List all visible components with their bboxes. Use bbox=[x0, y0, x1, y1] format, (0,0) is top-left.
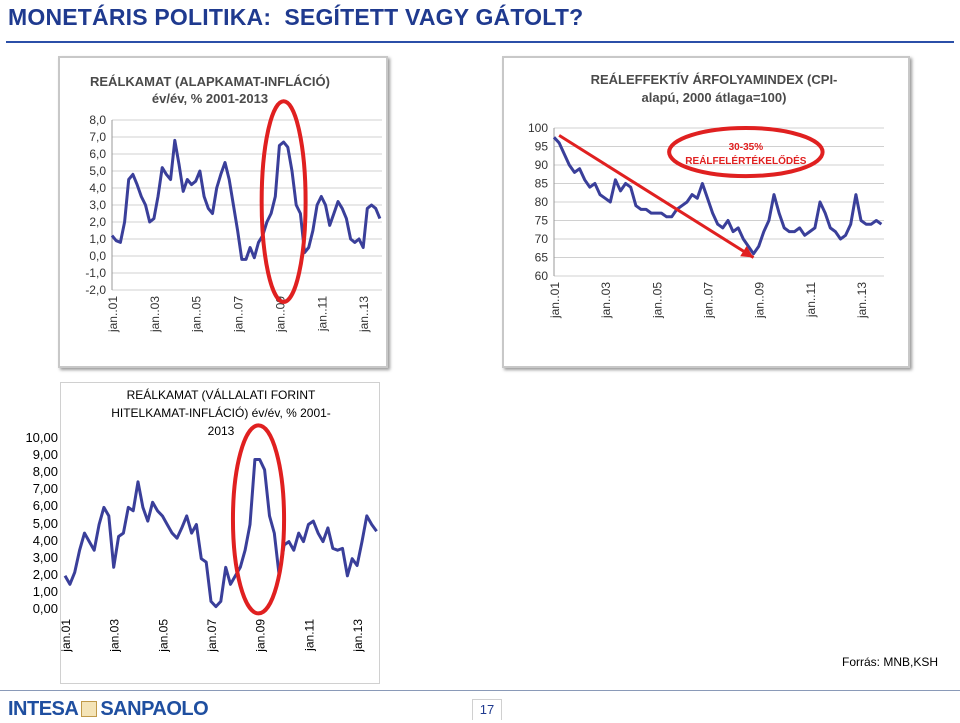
x-tick-label: jan..13 bbox=[855, 282, 869, 319]
y-tick-label: -1,0 bbox=[85, 266, 106, 280]
trend-arrow bbox=[558, 134, 755, 259]
chart-title: REÁLEFFEKTÍV ÁRFOLYAMINDEX (CPI- bbox=[591, 72, 838, 87]
annotation-text: REÁLFELÉRTÉKELŐDÉS bbox=[685, 154, 806, 167]
y-tick-label: 85 bbox=[535, 177, 549, 191]
y-tick-label: 95 bbox=[535, 140, 549, 154]
y-tick-label: 3,00 bbox=[32, 549, 58, 565]
x-tick-label: jan.07 bbox=[205, 619, 219, 653]
page-number: 17 bbox=[472, 699, 502, 720]
series-line bbox=[110, 138, 382, 261]
y-tick-label: 4,00 bbox=[32, 532, 58, 548]
annotation-text: 30-35% bbox=[729, 142, 764, 153]
x-tick-label: jan..03 bbox=[599, 282, 613, 319]
chart-real-interest: REÁLKAMAT (ALAPKAMAT-INFLÁCIÓ) év/év, % 2… bbox=[85, 74, 382, 333]
x-tick-label: jan.09 bbox=[254, 619, 268, 653]
y-tick-label: 7,00 bbox=[32, 481, 58, 497]
logo-text-right: SANPAOLO bbox=[100, 698, 209, 720]
x-tick-label: jan.01 bbox=[61, 619, 73, 653]
y-tick-label: 8,00 bbox=[32, 464, 58, 480]
y-tick-label: 4,0 bbox=[89, 181, 106, 195]
x-tick-label: jan.03 bbox=[108, 619, 122, 653]
x-tick-label: jan.13 bbox=[351, 619, 365, 653]
y-tick-label: 1,00 bbox=[32, 583, 58, 599]
y-tick-label: 7,0 bbox=[89, 130, 106, 144]
bank-logo: INTESA SANPAOLO bbox=[8, 698, 209, 721]
y-tick-label: 2,00 bbox=[32, 566, 58, 582]
logo-mark-icon bbox=[81, 701, 98, 717]
x-tick-label: jan..07 bbox=[701, 282, 715, 319]
page-title: MONETÁRIS POLITIKA: SEGÍTETT VAGY GÁTOLT… bbox=[8, 4, 584, 30]
chart-subtitle: alapú, 2000 átlaga=100) bbox=[642, 90, 787, 105]
y-tick-label: -2,0 bbox=[85, 283, 106, 297]
chart-title-line: REÁLKAMAT (VÁLLALATI FORINT bbox=[127, 387, 316, 402]
x-tick-label: jan..09 bbox=[753, 282, 767, 319]
y-tick-label: 70 bbox=[535, 232, 549, 246]
title-divider bbox=[6, 41, 954, 43]
chart-panel-reer: REÁLEFFEKTÍV ÁRFOLYAMINDEX (CPI-alapú, 2… bbox=[502, 56, 910, 368]
y-tick-label: 5,00 bbox=[32, 515, 58, 531]
y-tick-label: 10,00 bbox=[25, 430, 58, 445]
chart-title: REÁLKAMAT (VÁLLALATI FORINT HITELKAMAT-IN… bbox=[111, 387, 331, 438]
x-tick-label: jan..11 bbox=[804, 282, 818, 318]
x-tick-label: jan..01 bbox=[548, 282, 562, 319]
y-tick-label: 3,0 bbox=[89, 198, 106, 212]
y-tick-label: 6,00 bbox=[32, 498, 58, 514]
y-tick-label: 75 bbox=[535, 214, 549, 228]
y-tick-label: 0,00 bbox=[32, 601, 58, 616]
y-tick-label: 9,00 bbox=[32, 447, 58, 463]
x-tick-label: jan..11 bbox=[315, 296, 329, 332]
y-tick-label: 2,0 bbox=[89, 215, 106, 229]
chart-subtitle: év/év, % 2001-2013 bbox=[152, 91, 268, 106]
y-tick-label: 90 bbox=[535, 158, 549, 172]
chart-reer-index: REÁLEFFEKTÍV ÁRFOLYAMINDEX (CPI-alapú, 2… bbox=[528, 72, 884, 319]
x-tick-label: jan..05 bbox=[650, 282, 664, 319]
x-tick-label: jan.05 bbox=[156, 619, 170, 653]
x-tick-label: jan..03 bbox=[148, 296, 162, 333]
chart-title-line: HITELKAMAT-INFLÁCIÓ) év/év, % 2001- bbox=[111, 405, 331, 420]
chart-corporate-real-rate: REÁLKAMAT (VÁLLALATI FORINT HITELKAMAT-IN… bbox=[61, 387, 378, 653]
source-note: Forrás: MNB,KSH bbox=[842, 655, 939, 669]
y-tick-label: 8,0 bbox=[89, 113, 106, 127]
logo-text-left: INTESA bbox=[8, 698, 79, 720]
y-tick-label: 65 bbox=[535, 251, 549, 265]
highlight-ellipse bbox=[230, 423, 287, 616]
series-line bbox=[552, 136, 883, 256]
y-tick-label: 60 bbox=[535, 269, 549, 283]
x-tick-label: jan..01 bbox=[106, 296, 120, 333]
highlight-ellipse bbox=[667, 126, 825, 179]
y-tick-label: 80 bbox=[535, 195, 549, 209]
y-tick-label: 100 bbox=[528, 121, 548, 135]
chart-panel-corporate-rate: REÁLKAMAT (VÁLLALATI FORINT HITELKAMAT-IN… bbox=[60, 382, 380, 684]
highlight-ellipse bbox=[259, 99, 308, 304]
footer-divider bbox=[0, 690, 960, 691]
x-tick-label: jan.11 bbox=[302, 619, 316, 652]
series-line bbox=[63, 458, 378, 609]
x-tick-label: jan..13 bbox=[357, 296, 371, 333]
chart-title: REÁLKAMAT (ALAPKAMAT-INFLÁCIÓ) bbox=[90, 74, 330, 89]
chart-panel-real-interest: REÁLKAMAT (ALAPKAMAT-INFLÁCIÓ) év/év, % 2… bbox=[58, 56, 388, 368]
y-tick-label: 6,0 bbox=[89, 147, 106, 161]
x-tick-label: jan..07 bbox=[232, 296, 246, 333]
y-tick-label: 5,0 bbox=[89, 164, 106, 178]
x-tick-label: jan..09 bbox=[273, 296, 287, 333]
chart-title-line: 2013 bbox=[208, 424, 235, 438]
y-tick-label: 0,0 bbox=[89, 249, 106, 263]
y-tick-label: 1,0 bbox=[89, 232, 106, 246]
x-tick-label: jan..05 bbox=[190, 296, 204, 333]
trend-arrow-head bbox=[740, 246, 754, 258]
